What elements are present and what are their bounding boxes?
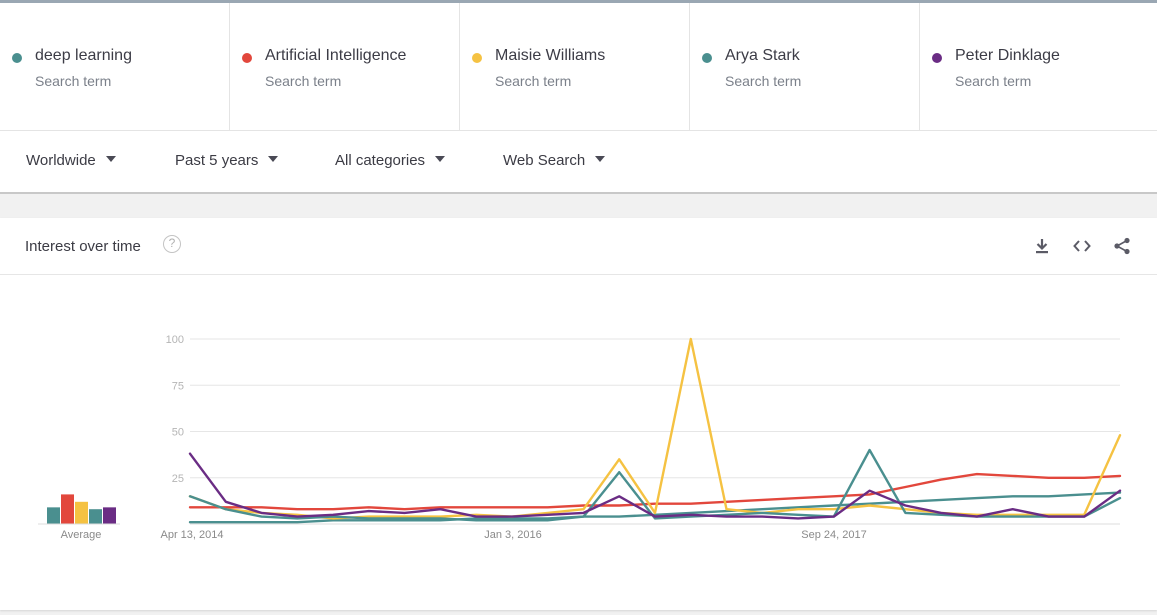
term-name[interactable]: Arya Stark (725, 47, 800, 64)
help-icon[interactable]: ? (163, 235, 181, 253)
interest-over-time-chart: 100 75 50 25 Apr 13, 2014 Jan 3, 2016 Sep 24, … (38, 334, 1122, 541)
interest-over-time-card: Interest over time ? 100 75 50 25 Apr 13, 20… (0, 218, 1157, 610)
term-type: Search term (955, 73, 1032, 89)
search-type-label: Web Search (503, 152, 586, 169)
term-name[interactable]: Maisie Williams (495, 47, 606, 64)
series-color-dot (932, 53, 942, 63)
category-dropdown[interactable]: All categories (335, 152, 446, 169)
y-tick-label: 100 (166, 334, 184, 346)
term-type: Search term (495, 73, 572, 89)
average-bar (75, 501, 88, 524)
time-range-label: Past 5 years (175, 152, 259, 169)
series-color-dot (12, 53, 22, 63)
category-label: All categories (335, 152, 426, 169)
term-name[interactable]: Artificial Intelligence (265, 47, 407, 64)
series-color-dot (242, 53, 252, 63)
x-tick-label: Sep 24, 2017 (801, 529, 866, 541)
card-title: Interest over time (25, 238, 141, 255)
filter-bar: Worldwide Past 5 years All categories We… (0, 130, 1157, 194)
average-bar (103, 507, 116, 524)
average-bar (89, 509, 102, 524)
average-bar (61, 494, 74, 524)
caret-down-icon (105, 156, 116, 162)
download-icon[interactable] (1032, 236, 1052, 256)
average-label: Average (61, 529, 102, 541)
caret-down-icon (268, 156, 279, 162)
caret-down-icon (435, 156, 446, 162)
term-artificial-intelligence[interactable]: Artificial Intelligence Search term (230, 3, 460, 130)
region-label: Worldwide (26, 152, 96, 169)
term-deep-learning[interactable]: deep learning Search term (0, 3, 230, 130)
region-dropdown[interactable]: Worldwide (26, 152, 116, 169)
x-tick-label: Apr 13, 2014 (161, 529, 224, 541)
series-line (188, 337, 1122, 520)
embed-icon[interactable] (1072, 236, 1092, 256)
series-color-dot (472, 53, 482, 63)
share-icon[interactable] (1112, 236, 1132, 256)
term-peter-dinklage[interactable]: Peter Dinklage Search term (920, 3, 1157, 130)
time-range-dropdown[interactable]: Past 5 years (175, 152, 279, 169)
y-tick-label: 75 (172, 380, 184, 392)
y-tick-label: 50 (172, 427, 184, 439)
series-line (188, 491, 1122, 524)
search-terms-bar: deep learning Search term Artificial Int… (0, 0, 1157, 130)
series-line (188, 472, 1122, 511)
card-header: Interest over time ? (0, 218, 1157, 275)
term-type: Search term (265, 73, 342, 89)
series-color-dot (702, 53, 712, 63)
series-line (188, 452, 1122, 520)
term-arya-stark[interactable]: Arya Stark Search term (690, 3, 920, 130)
x-tick-label: Jan 3, 2016 (484, 529, 542, 541)
term-type: Search term (725, 73, 802, 89)
y-tick-label: 25 (172, 473, 184, 485)
term-name[interactable]: deep learning (35, 47, 132, 64)
average-bar (47, 507, 60, 524)
caret-down-icon (595, 156, 606, 162)
term-name[interactable]: Peter Dinklage (955, 47, 1060, 64)
term-maisie-williams[interactable]: Maisie Williams Search term (460, 3, 690, 130)
term-type: Search term (35, 73, 112, 89)
search-type-dropdown[interactable]: Web Search (503, 152, 606, 169)
